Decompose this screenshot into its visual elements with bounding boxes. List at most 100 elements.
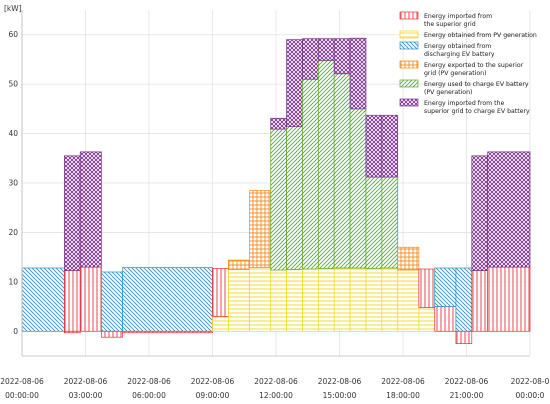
- bar-segment-ev_grid: [471, 155, 489, 271]
- bar-segment-pv: [381, 267, 399, 332]
- bar-segment-ev_pv: [286, 126, 303, 270]
- bars: [21, 37, 531, 344]
- legend-label: Energy exported to the superior: [424, 62, 524, 69]
- bar-segment-grid-negative: [455, 330, 473, 344]
- bar-segment-ev_grid: [270, 117, 287, 130]
- bar-segment-grid: [79, 266, 102, 332]
- x-tick-label-time: 18:00:00: [386, 391, 420, 400]
- legend-swatch: [399, 79, 419, 88]
- x-tick-label-date: 2022-08-06: [64, 377, 108, 386]
- bar-segment-ev_grid: [381, 114, 399, 178]
- bar-segment-grid: [471, 270, 489, 332]
- axes: 0 10 20 30 40 50 60 2022-08-06 00:00:00 2022-08-0…: [0, 10, 550, 400]
- bar-segment-grid: [487, 266, 531, 332]
- bar-segment-ev_pv: [317, 60, 335, 269]
- bar-segment-ev_grid: [63, 155, 81, 271]
- y-tick-label: 30: [8, 179, 18, 188]
- y-tick-label: 0: [13, 327, 18, 336]
- bar-segment-pv: [302, 268, 319, 332]
- bar-segment-ev_grid: [302, 38, 319, 80]
- legend-swatch: [399, 98, 419, 107]
- legend-label: Energy obtained from PV generation: [424, 32, 537, 39]
- bar-segment-ev_pv: [302, 78, 319, 270]
- bar-segment-ev_pv: [270, 128, 287, 271]
- x-tick-label-date: 2022-08-06: [381, 377, 425, 386]
- bar-segment-pv: [333, 267, 351, 332]
- y-tick-label: 20: [8, 228, 18, 237]
- x-tick-label-time: 00:00:00: [5, 391, 39, 400]
- bar-segment-ev_dis: [101, 271, 123, 332]
- bar-segment-ev_pv: [365, 176, 383, 269]
- bar-segment-pv: [228, 269, 250, 332]
- x-tick-label-time: 09:00:00: [196, 391, 230, 400]
- bar-segment-ev_grid: [317, 38, 335, 61]
- bar-segment-pv: [317, 268, 335, 332]
- bar-segment-pv: [249, 267, 272, 332]
- bar-segment-grid-negative: [63, 330, 81, 334]
- x-tick-label-time: 00:00:0: [516, 391, 545, 400]
- legend-label: grid (PV generation): [424, 70, 487, 77]
- bar-segment-ev_grid: [487, 151, 531, 268]
- legend-label: Energy imported from: [424, 13, 492, 20]
- bar-segment-pv: [397, 269, 420, 332]
- legend-swatch: [399, 30, 419, 39]
- bar-segment-grid: [434, 306, 457, 332]
- x-tick-label-date: 2022-08-06: [318, 377, 362, 386]
- legend-label: (PV generation): [424, 89, 472, 96]
- bar-segment-ev_dis: [21, 267, 65, 332]
- legend-swatch: [399, 41, 419, 50]
- x-tick-label-date: 2022-08-0: [511, 377, 550, 386]
- legend-label: superior grid to charge EV battery: [424, 108, 530, 115]
- bar-segment-grid-negative: [101, 330, 123, 338]
- x-tick-label-date: 2022-08-06: [127, 377, 171, 386]
- legend-item-pv: Energy obtained from PV generation: [399, 30, 537, 39]
- bar-segment-ev_dis: [434, 267, 457, 307]
- legend-label: Energy obtained from: [424, 43, 491, 50]
- bar-segment-pv: [212, 316, 229, 332]
- legend-label: discharging EV battery: [424, 51, 495, 58]
- bar-segment-ev_pv: [381, 176, 399, 269]
- x-tick-label-time: 12:00:00: [259, 391, 293, 400]
- bar-segment-ev_grid: [365, 114, 383, 178]
- legend-label: the superior grid: [424, 21, 476, 28]
- bar-segment-ev_grid: [286, 39, 303, 128]
- bar-segment-pv: [418, 307, 436, 332]
- bar-segment-pv: [365, 268, 383, 332]
- x-tick-label-date: 2022-08-06: [191, 377, 235, 386]
- x-tick-label-time: 06:00:00: [132, 391, 166, 400]
- x-tick-label-date: 2022-08-06: [0, 377, 44, 386]
- x-tick-label-time: 15:00:00: [323, 391, 357, 400]
- y-tick-label: 50: [8, 80, 18, 89]
- x-tick-label-time: 21:00:00: [450, 391, 484, 400]
- bar-segment-grid: [63, 270, 81, 332]
- legend-swatch: [399, 60, 419, 69]
- bar-segment-pv: [349, 267, 367, 332]
- bar-segment-grid: [418, 268, 436, 308]
- y-tick-label: 60: [8, 30, 18, 39]
- y-tick-label: 10: [8, 277, 18, 286]
- bar-segment-ev_pv: [349, 108, 367, 269]
- x-tick-label-time: 03:00:00: [69, 391, 103, 400]
- x-tick-label-date: 2022-08-06: [445, 377, 489, 386]
- bar-segment-ev_grid: [79, 151, 102, 268]
- bar-segment-ev_dis: [122, 267, 213, 332]
- y-axis-label: [kW]: [4, 4, 22, 13]
- bar-segment-ev_pv: [333, 73, 351, 269]
- y-tick-label: 40: [8, 129, 18, 138]
- x-tick-label-date: 2022-08-06: [254, 377, 298, 386]
- bar-segment-ev_dis: [455, 267, 473, 332]
- bar-segment-ev_grid: [333, 38, 351, 75]
- bar-segment-export: [249, 190, 272, 268]
- bar-segment-grid-negative: [122, 330, 213, 334]
- legend-label: Energy imported from the: [424, 100, 504, 107]
- legend-swatch: [399, 11, 419, 20]
- bar-segment-pv: [270, 269, 287, 332]
- legend-label: Energy used to charge EV battery: [424, 81, 529, 88]
